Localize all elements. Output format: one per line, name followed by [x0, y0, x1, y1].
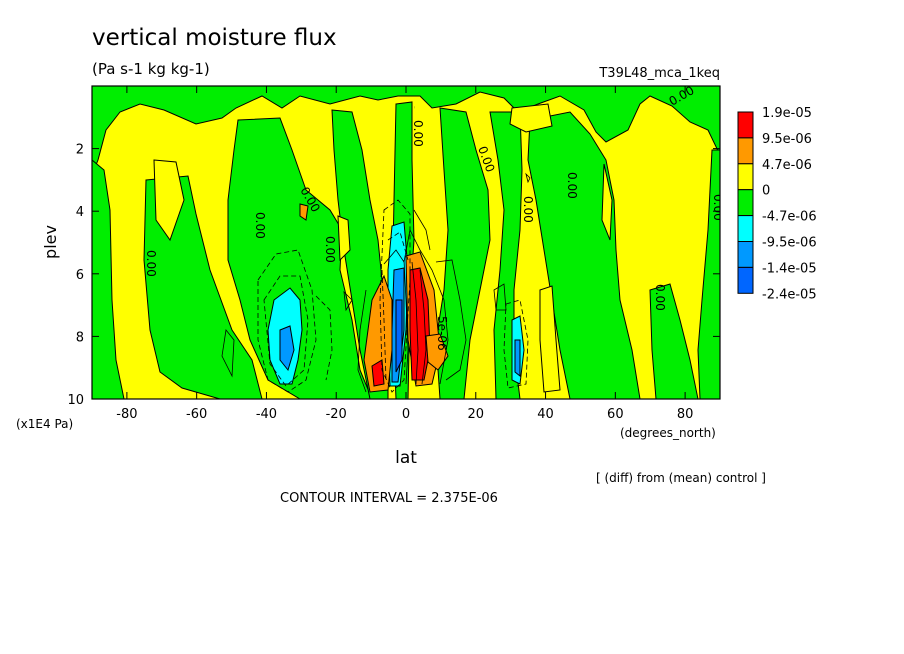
green-region-south-low	[227, 117, 373, 399]
y-tick-label: 6	[76, 268, 84, 283]
neg-contour-6	[503, 299, 529, 389]
chart-title: vertical moisture flux	[92, 25, 337, 51]
x-tick-label: 80	[677, 407, 694, 422]
green-region-top	[92, 86, 720, 176]
pos-contour-2	[435, 259, 467, 381]
neg-contour-5	[381, 269, 387, 381]
colorbar: 1.9e-05 9.5e-06 4.7e-06 0 -4.7e-06 -9.5e-06 -1…	[737, 106, 817, 302]
neg-contour-1	[257, 249, 317, 393]
neg-contour-4	[387, 231, 409, 261]
x-tick-label: -40	[256, 407, 277, 422]
colorbar-swatch	[737, 215, 754, 243]
colorbar-label: 1.9e-05	[762, 106, 812, 121]
colorbar-label: -4.7e-06	[762, 210, 817, 225]
green-region-north-low	[435, 107, 491, 399]
blue-core-south	[279, 325, 295, 372]
neg-contour-7	[315, 295, 333, 381]
pos-contour-8	[221, 329, 235, 378]
x-tick-label: -20	[326, 407, 347, 422]
plot-area: 0.00 0.00 0.00 0.00 0.00 0.00 0.00 0.00 …	[92, 86, 725, 399]
colorbar-label: -9.5e-06	[762, 236, 817, 251]
negative-cores	[267, 221, 525, 387]
contour-interval: CONTOUR INTERVAL = 2.375E-06	[280, 491, 498, 506]
x-axis: -80 -60 -40 -20 0 20 40 60 80	[116, 86, 693, 422]
colorbar-swatch	[737, 266, 754, 294]
contour-label-8: 0.00	[565, 172, 579, 199]
pos-contour-11	[525, 172, 531, 184]
colorbar-label: 4.7e-06	[762, 158, 812, 173]
deep-blue-core-equator	[395, 299, 403, 373]
red-core-north	[409, 267, 431, 381]
green-region-arctic	[649, 283, 699, 399]
y-tick-label: 2	[76, 143, 84, 158]
blue-core-north	[514, 339, 521, 378]
pos-contour-1	[383, 228, 449, 385]
x-tick-label: 0	[402, 407, 410, 422]
contour-label-10: 0.00	[711, 194, 725, 221]
contour-label-4: 0.00	[323, 236, 337, 263]
colorbar-swatch	[737, 189, 754, 217]
diff-note: [ (diff) from (mean) control ]	[596, 471, 766, 485]
colorbar-label: -2.4e-05	[762, 287, 817, 302]
yellow-island-3	[509, 103, 553, 133]
x-tick-label: -80	[116, 407, 137, 422]
y-axis-label: plev	[41, 225, 60, 259]
neg-contour-2	[263, 275, 309, 387]
orange-core-south	[363, 274, 393, 393]
contour-label-13: 5e-06	[435, 316, 449, 351]
colorbar-swatch	[737, 241, 754, 268]
x-tick-label: -60	[186, 407, 207, 422]
colorbar-swatch	[737, 111, 754, 139]
pos-contour-5	[411, 261, 419, 385]
green-region-south-mid	[143, 175, 263, 399]
yellow-island-4	[539, 285, 561, 393]
yellow-island-5	[601, 163, 613, 241]
contour-label-2: 0.00	[253, 212, 267, 239]
y-tick-label: 4	[76, 205, 84, 220]
colorbar-swatch	[737, 163, 754, 191]
orange-small-south	[299, 203, 309, 221]
colorbar-swatch	[737, 137, 754, 165]
x-axis-label: lat	[395, 448, 417, 468]
colorbar-label: 0	[762, 184, 770, 199]
x-tick-label: 40	[537, 407, 554, 422]
orange-small-north	[425, 333, 449, 371]
contour-label-11: 0.00	[653, 284, 667, 311]
yellow-islands	[153, 103, 613, 393]
contour-label-5: 0.00	[411, 120, 425, 147]
yellow-island-1	[153, 159, 185, 242]
colorbar-label: -1.4e-05	[762, 261, 817, 276]
green-region-south-polar	[92, 159, 125, 399]
y-tick-label: 10	[67, 393, 84, 408]
neg-contour-3	[379, 199, 411, 393]
pos-contour-6	[419, 269, 427, 385]
red-small-south	[371, 359, 385, 387]
contour-label-12: 0.00	[413, 106, 415, 109]
yellow-island-2	[337, 215, 351, 262]
chart-units: (Pa s-1 kg kg-1)	[92, 60, 210, 78]
x-tick-label: 60	[607, 407, 624, 422]
green-region-north-mid	[527, 111, 641, 399]
contour-label-1: 0.00	[144, 250, 158, 277]
pos-contour-7	[357, 289, 367, 393]
y-tick-label: 8	[76, 330, 84, 345]
experiment-label: T39L48_mca_1keq	[598, 66, 720, 81]
pos-contour-3	[413, 209, 431, 251]
y-axis: 2 4 6 8 10	[67, 143, 720, 408]
x-tick-label: 20	[468, 407, 485, 422]
colorbar-label: 9.5e-06	[762, 132, 812, 147]
pos-contour-9	[343, 290, 353, 312]
contour-label-7: 0.00	[521, 196, 535, 223]
y-axis-units: (x1E4 Pa)	[16, 417, 73, 431]
contour-lines	[221, 172, 531, 393]
x-axis-units: (degrees_north)	[620, 426, 716, 440]
